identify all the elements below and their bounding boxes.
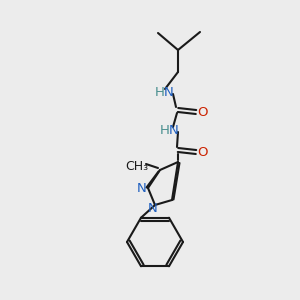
Text: N: N	[148, 202, 158, 215]
Text: CH₃: CH₃	[125, 160, 148, 172]
Text: O: O	[197, 106, 207, 118]
Text: N: N	[169, 124, 179, 136]
Text: H: H	[160, 124, 170, 136]
Text: N: N	[137, 182, 147, 194]
Text: H: H	[155, 85, 165, 98]
Text: N: N	[164, 85, 174, 98]
Text: O: O	[197, 146, 207, 158]
